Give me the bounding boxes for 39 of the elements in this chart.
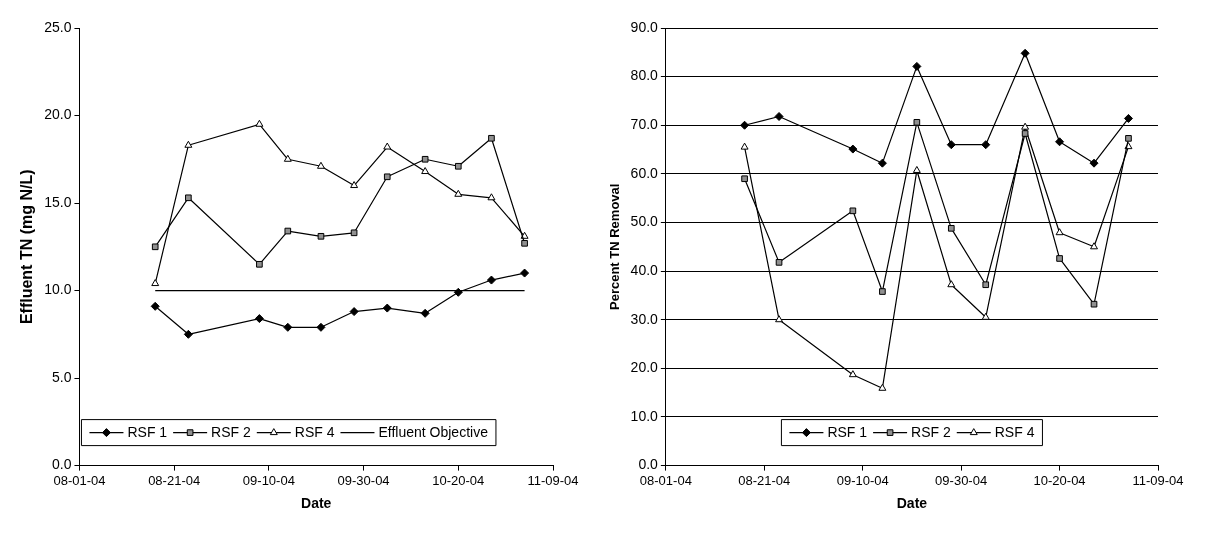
legend-label: RSF 1 xyxy=(127,424,168,441)
x-tick-label: 11-09-04 xyxy=(527,472,579,488)
legend-label: RSF 1 xyxy=(827,424,868,441)
y-tick-label: 0.0 xyxy=(51,456,72,473)
y-tick-label: 80.0 xyxy=(630,67,659,84)
y-tick-label: 60.0 xyxy=(630,164,659,181)
y-tick-label: 90.0 xyxy=(630,18,659,35)
legend-label: RSF 4 xyxy=(294,424,335,441)
y-tick-label: 20.0 xyxy=(630,359,659,376)
y-tick-label: 5.0 xyxy=(51,368,72,385)
x-tick-label: 08-21-04 xyxy=(738,472,791,488)
y-tick-label: 25.0 xyxy=(44,18,72,35)
x-tick-label: 08-01-04 xyxy=(53,472,106,488)
y-tick-label: 40.0 xyxy=(630,261,659,278)
x-axis-title: Date xyxy=(896,495,928,512)
x-tick-label: 10-20-04 xyxy=(432,472,485,488)
y-tick-label: 50.0 xyxy=(630,213,659,230)
y-tick-label: 0.0 xyxy=(638,456,659,473)
y-tick-label: 10.0 xyxy=(630,407,659,424)
y-tick-label: 70.0 xyxy=(630,116,659,133)
legend-label: Effluent Objective xyxy=(378,424,489,441)
x-tick-label: 11-09-04 xyxy=(1132,472,1184,488)
y-tick-label: 20.0 xyxy=(44,106,72,123)
y-tick-label: 10.0 xyxy=(44,281,72,298)
x-tick-label: 09-10-04 xyxy=(242,472,295,488)
x-tick-label: 08-21-04 xyxy=(148,472,201,488)
x-axis-title: Date xyxy=(301,495,332,512)
y-axis-title: Percent TN Removal xyxy=(607,183,623,311)
legend-label: RSF 4 xyxy=(994,424,1035,441)
x-tick-label: 10-20-04 xyxy=(1033,472,1086,488)
x-tick-label: 08-01-04 xyxy=(639,472,692,488)
x-tick-label: 09-30-04 xyxy=(337,472,390,488)
legend-label: RSF 2 xyxy=(211,424,252,441)
y-tick-label: 15.0 xyxy=(44,193,72,210)
y-axis-title: Effluent TN (mg N/L) xyxy=(18,169,36,325)
x-tick-label: 09-30-04 xyxy=(935,472,988,488)
x-tick-label: 09-10-04 xyxy=(836,472,889,488)
y-tick-label: 30.0 xyxy=(630,310,659,327)
legend-label: RSF 2 xyxy=(911,424,951,441)
